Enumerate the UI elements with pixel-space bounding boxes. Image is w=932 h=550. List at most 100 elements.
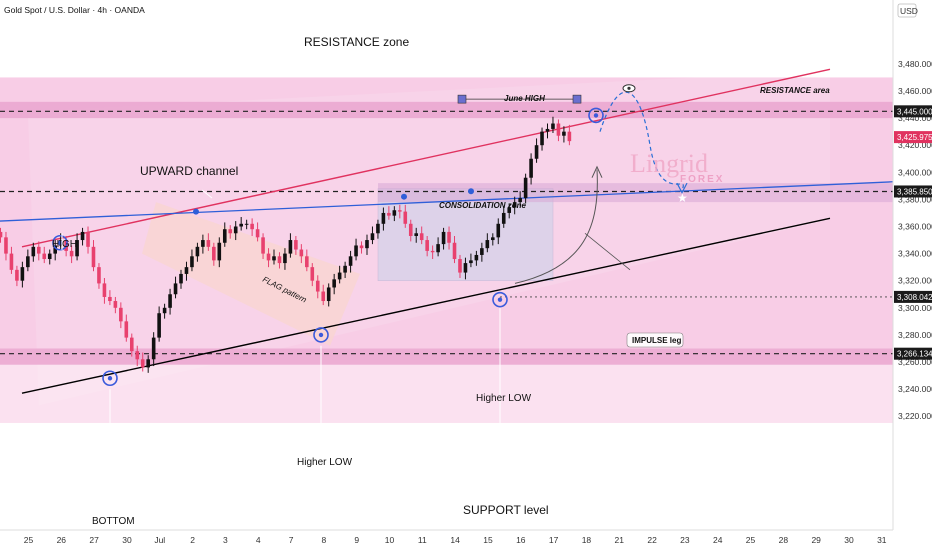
pivot-marker-2: [313, 327, 329, 343]
time-axis: 25 26 27 30 Jul 2 3 4 7 8 9 10 11 14 15 16 17 18 21 22 23 24 2…: [0, 529, 932, 550]
pivot-dot-1: [107, 376, 113, 381]
impulse-arrow: [591, 165, 603, 178]
price-tick-label: 3,420.000: [898, 140, 932, 150]
price-label-text: 3,445.000: [897, 107, 932, 116]
june-high-checkbox-0: [457, 94, 467, 104]
candle-body: [310, 267, 315, 281]
candle-body: [283, 253, 287, 264]
upward-channel-label: UPWARD channel: [140, 164, 238, 178]
candle-body: [124, 321, 129, 338]
candle-body: [146, 359, 150, 368]
support-level-label: SUPPORT level: [463, 503, 549, 517]
candle-body: [80, 231, 85, 241]
bottom-label: BOTTOM: [92, 516, 135, 527]
time-tick-label: 9: [354, 535, 359, 545]
marker-layer: ★: [52, 84, 688, 510]
time-tick-label: 21: [615, 535, 625, 545]
candle-body: [447, 231, 451, 243]
price-tick-label: 3,300.000: [898, 303, 932, 313]
candle-body: [228, 229, 233, 234]
time-tick-label: 30: [844, 535, 854, 545]
price-label-tag: [894, 347, 932, 360]
candle-body: [53, 245, 57, 254]
pivot-dot-3: [497, 297, 503, 302]
candle-body: [343, 265, 347, 273]
candle-body: [97, 267, 101, 284]
candle-body: [534, 145, 539, 159]
candle-body: [556, 123, 561, 136]
price-label-tag: [894, 131, 932, 144]
candle-body: [332, 279, 336, 288]
currency-label: USD: [900, 6, 918, 16]
candle-body: [184, 267, 189, 274]
candle-body: [102, 283, 107, 297]
currency-badge[interactable]: [897, 3, 917, 18]
candle-body: [392, 210, 397, 216]
candle-body: [195, 246, 200, 257]
price-tick-label: 3,480.000: [898, 59, 932, 69]
channel-touch-dot-2: [468, 188, 474, 195]
candle-body: [119, 307, 123, 322]
candle-body: [266, 253, 271, 261]
price-label-text: 3,266.134: [897, 350, 932, 359]
support-zone-band: [0, 348, 893, 365]
candle-body: [354, 245, 358, 257]
time-tick-label: 30: [122, 535, 132, 545]
time-tick-label: 2: [190, 535, 195, 545]
time-tick-label: 26: [57, 535, 67, 545]
higher-low-label-1: Higher LOW: [297, 457, 353, 468]
pivot-dot-0: [57, 240, 63, 245]
candle-body: [75, 240, 79, 257]
candle-body: [201, 240, 205, 247]
candle-body: [244, 223, 249, 225]
consolidation-label: CONSOLIDATION zone: [439, 201, 527, 210]
resistance-trendline: [21, 68, 831, 248]
time-tick-label: 18: [582, 535, 592, 545]
candle-body: [250, 223, 254, 230]
candle-body: [474, 254, 479, 261]
price-tick-label: 3,380.000: [898, 194, 932, 204]
candle-body: [179, 273, 183, 284]
candle-body: [277, 256, 282, 264]
candle-body: [436, 244, 440, 253]
candle-body: [36, 246, 41, 254]
candle-body: [113, 301, 118, 308]
blue-channel-line: [0, 181, 893, 222]
candle-body: [376, 223, 380, 234]
candle-body: [135, 351, 140, 360]
candle-body: [299, 249, 304, 257]
impulse-label-box: [626, 332, 684, 348]
candle-body: [288, 240, 293, 254]
time-tick-label: 3: [223, 535, 228, 545]
candle-body: [452, 242, 457, 260]
candle-body: [414, 233, 419, 236]
time-tick-label: 25: [746, 535, 756, 545]
candle-body: [9, 253, 14, 270]
candle-body: [190, 256, 194, 268]
candle-body: [140, 359, 145, 368]
price-label-tag: [894, 185, 932, 198]
time-tick-label: 27: [89, 535, 99, 545]
time-tick-label: 28: [779, 535, 789, 545]
candle-body: [42, 253, 47, 260]
candle-body: [562, 131, 566, 136]
candle-body: [31, 246, 36, 257]
time-tick-label: Jul: [154, 535, 165, 545]
candle-body: [425, 240, 429, 251]
candle-body: [518, 198, 522, 203]
watermark-title: Lingrid: [630, 149, 708, 178]
candle-body: [419, 233, 424, 241]
high-label: HIGH: [52, 239, 77, 250]
time-tick-label: 29: [811, 535, 821, 545]
price-tick-label: 3,240.000: [898, 384, 932, 394]
price-label-tag: [894, 105, 932, 118]
candle-body: [441, 231, 446, 245]
price-label-text: 3,385.850: [897, 187, 932, 196]
candle-body: [0, 231, 3, 238]
candle-body: [540, 131, 544, 146]
candle-body: [545, 128, 550, 132]
candle-body: [272, 256, 276, 261]
candle-body: [469, 260, 473, 264]
impulse-leader: [584, 232, 631, 271]
